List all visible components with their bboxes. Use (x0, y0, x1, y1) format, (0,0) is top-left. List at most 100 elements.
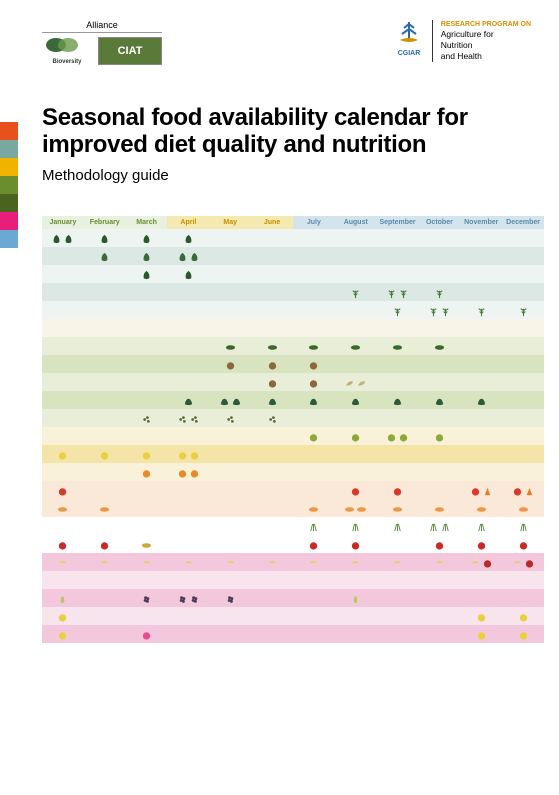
calendar-cell (126, 463, 168, 481)
calendar-cell (167, 283, 209, 301)
calendar-cell (251, 553, 293, 571)
calendar-cell (126, 625, 168, 643)
page-title: Seasonal food availability calendar for … (42, 105, 531, 159)
calendar-cell (460, 499, 502, 517)
alliance-logos: Bioversity CIAT (42, 35, 162, 67)
calendar-cell (502, 283, 544, 301)
calendar-cell (502, 247, 544, 265)
lemon-icon (57, 448, 68, 459)
alliance-block: Alliance Bioversity CIAT (42, 20, 162, 67)
calendar-cell (209, 607, 251, 625)
calendar-cell (377, 301, 419, 319)
banana-icon (183, 556, 194, 567)
calendar-cell (126, 265, 168, 283)
calendar-cell (251, 301, 293, 319)
cucumber-icon (392, 340, 403, 351)
leaf-icon (183, 268, 194, 279)
olive-icon (177, 412, 188, 423)
calendar-cell (126, 355, 168, 373)
calendar-cell (460, 535, 502, 553)
calendar-cell (335, 409, 377, 427)
calendar-cell (460, 589, 502, 607)
apple-icon (476, 538, 487, 549)
papaya-icon (99, 502, 110, 513)
calendar-cell (293, 571, 335, 589)
calendar-cell (293, 301, 335, 319)
calendar-cell (460, 463, 502, 481)
calendar-cell (502, 337, 544, 355)
calendar-cell (251, 481, 293, 499)
calendar-grid (42, 229, 544, 643)
month-label: March (126, 216, 168, 229)
calendar-cell (209, 499, 251, 517)
calendar-cell (84, 319, 126, 337)
calendar-cell (167, 427, 209, 445)
chive-icon (440, 520, 451, 531)
calendar-cell (335, 319, 377, 337)
calendar-cell (167, 391, 209, 409)
calendar-cell (293, 247, 335, 265)
calendar-cell (335, 265, 377, 283)
calendar-cell (251, 337, 293, 355)
lime-icon (350, 430, 361, 441)
calendar-cell (293, 409, 335, 427)
calendar-cell (502, 589, 544, 607)
apple-icon (99, 538, 110, 549)
apple-icon (57, 538, 68, 549)
calendar-cell (167, 481, 209, 499)
calendar-cell (167, 409, 209, 427)
calendar-cell (209, 445, 251, 463)
leaf-icon (63, 232, 74, 243)
calendar-cell (418, 229, 460, 247)
calendar-cell (460, 265, 502, 283)
papaya-icon (518, 502, 529, 513)
banana-icon (225, 556, 236, 567)
month-label: August (335, 216, 377, 229)
calendar-cell (293, 229, 335, 247)
calendar-cell (460, 283, 502, 301)
calendar-cell (502, 535, 544, 553)
color-tab (0, 140, 18, 158)
kale-icon (392, 394, 403, 405)
calendar-cell (335, 229, 377, 247)
lemon-icon (57, 610, 68, 621)
calendar-cell (209, 463, 251, 481)
calendar-cell (377, 499, 419, 517)
orange-icon (189, 466, 200, 477)
leaf-icon (141, 232, 152, 243)
calendar-cell (251, 625, 293, 643)
calendar-cell (126, 373, 168, 391)
month-label: April (167, 216, 209, 229)
calendar-cell (293, 427, 335, 445)
calendar-cell (418, 265, 460, 283)
pear-icon (57, 592, 68, 603)
calendar-cell (251, 319, 293, 337)
calendar-cell (377, 445, 419, 463)
calendar-cell (209, 229, 251, 247)
calendar-cell (251, 391, 293, 409)
calendar-cell (502, 607, 544, 625)
calendar-cell (377, 517, 419, 535)
calendar-cell (293, 283, 335, 301)
olive-icon (225, 412, 236, 423)
herb-icon (434, 286, 445, 297)
calendar-cell (293, 445, 335, 463)
calendar-cell (251, 427, 293, 445)
chive-icon (350, 520, 361, 531)
calendar-cell (126, 535, 168, 553)
calendar-cell (377, 427, 419, 445)
calendar-cell (209, 355, 251, 373)
calendar-cell (377, 391, 419, 409)
calendar-cell (209, 427, 251, 445)
color-tab (0, 194, 18, 212)
tomato-icon (470, 484, 481, 495)
grape-icon (141, 592, 152, 603)
pinkfruit-icon (141, 628, 152, 639)
calendar-cell (293, 463, 335, 481)
calendar: JanuaryFebruaryMarchAprilMayJuneJulyAugu… (42, 216, 544, 643)
banana-icon (57, 556, 68, 567)
orange-icon (141, 466, 152, 477)
calendar-cell (418, 301, 460, 319)
calendar-cell (293, 337, 335, 355)
nut-icon (308, 376, 319, 387)
